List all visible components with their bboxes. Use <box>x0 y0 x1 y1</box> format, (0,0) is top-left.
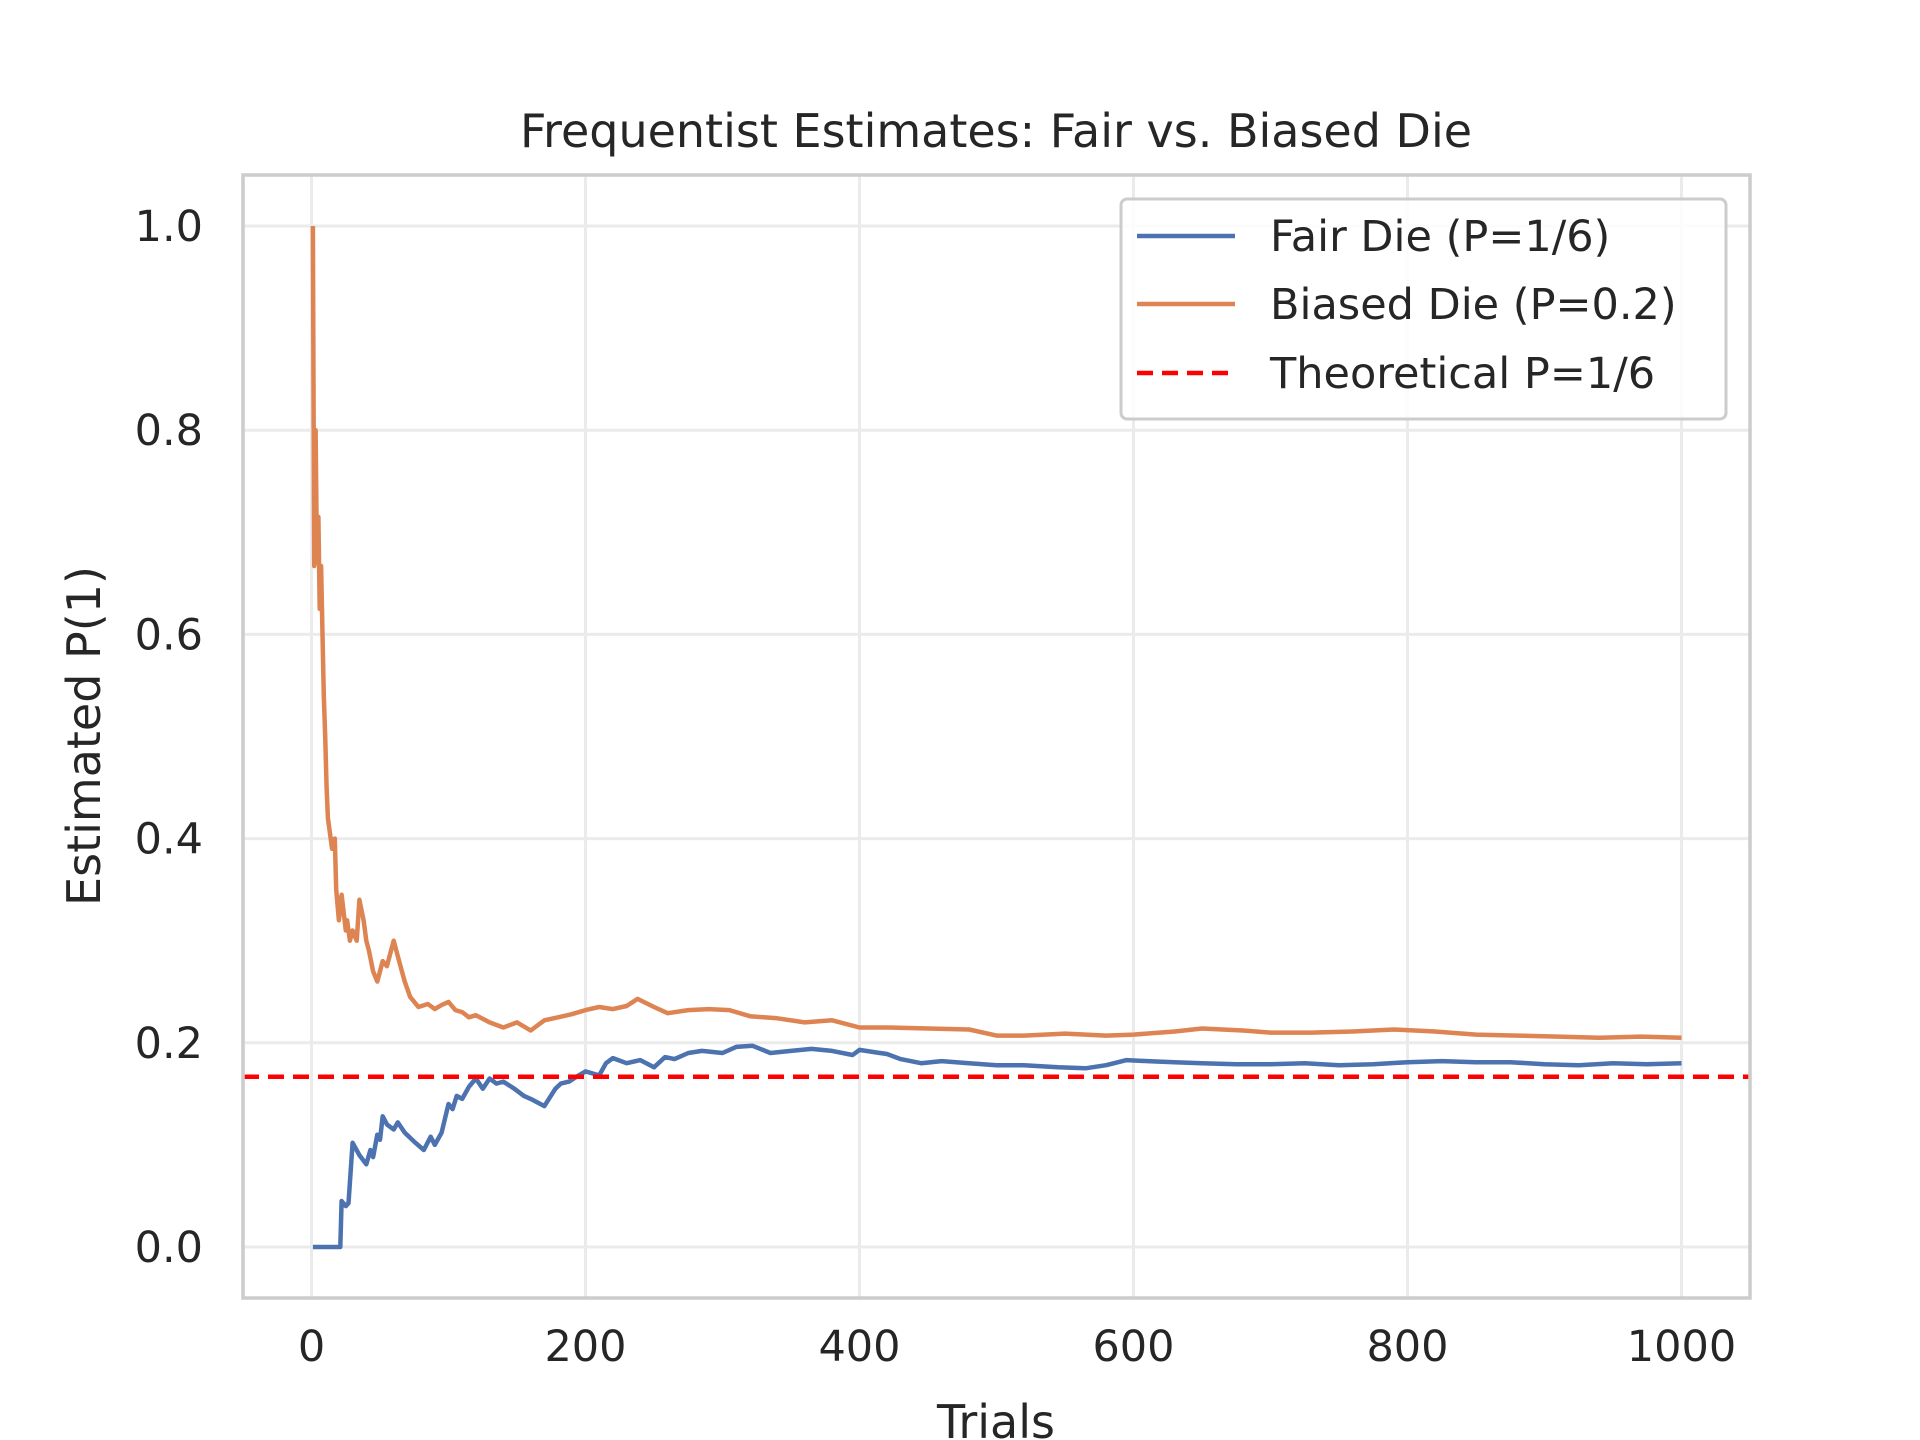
x-tick-label: 800 <box>1366 1322 1448 1372</box>
y-axis-label: Estimated P(1) <box>57 566 111 906</box>
fair-die-line <box>312 1043 1682 1250</box>
x-tick-label: 200 <box>544 1322 626 1372</box>
x-tick-label: 0 <box>298 1322 325 1372</box>
series-layer <box>243 225 1750 1250</box>
y-tick-label: 0.8 <box>135 406 203 456</box>
legend: Fair Die (P=1/6) Biased Die (P=0.2) Theo… <box>1119 197 1728 421</box>
x-tick-label: 1000 <box>1627 1322 1736 1372</box>
legend-label-biased: Biased Die (P=0.2) <box>1270 280 1677 330</box>
y-tick-label: 0.6 <box>135 610 203 660</box>
y-ticks: 0.0 0.2 0.4 0.6 0.8 1.0 <box>135 202 203 1273</box>
y-tick-label: 0.2 <box>135 1019 203 1069</box>
legend-box <box>1119 197 1728 421</box>
x-tick-label: 600 <box>1092 1322 1174 1372</box>
plot-frame <box>241 173 1752 1300</box>
legend-label-theoretical: Theoretical P=1/6 <box>1269 349 1655 399</box>
chart-title: Frequentist Estimates: Fair vs. Biased D… <box>520 104 1472 158</box>
x-tick-label: 400 <box>818 1322 900 1372</box>
y-tick-label: 0.0 <box>135 1223 203 1273</box>
x-ticks: 0 200 400 600 800 1000 <box>298 1322 1736 1372</box>
biased-die-line <box>310 225 1682 1040</box>
y-tick-label: 0.4 <box>135 815 203 865</box>
x-axis-label: Trials <box>936 1395 1055 1440</box>
legend-label-fair: Fair Die (P=1/6) <box>1270 212 1610 262</box>
y-tick-label: 1.0 <box>135 202 203 252</box>
